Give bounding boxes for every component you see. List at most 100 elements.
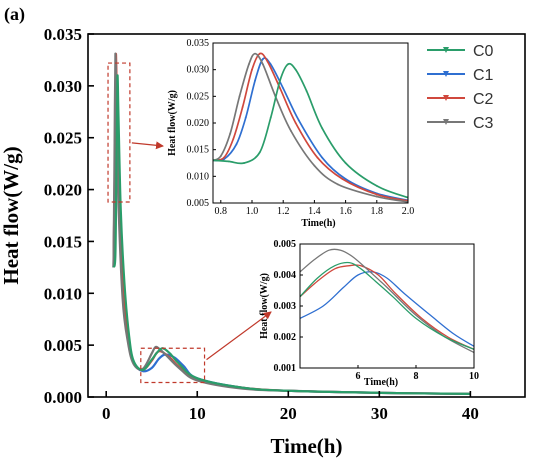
inset1-point-c0-9 [321,127,324,130]
legend-marker-c3 [443,119,449,125]
inset1-background [213,43,408,203]
inset1-y-tick-label-2: 0.015 [187,145,210,156]
main-frame [87,33,526,398]
main-y-tick-label-3: 0.015 [44,232,82,251]
legend-marker-c1 [443,71,449,77]
inset1-point-c1-4 [254,79,257,82]
legend-label-c1: C1 [473,67,494,84]
inset-peak-2-plot: 6 8 10 0.001 0.002 0.003 0.004 0.005 Time(h) Heat… [259,239,479,388]
main-x-tick-label-4: 40 [462,404,479,423]
inset1-point-c0-8 [305,90,308,92]
panel-label: (a) [4,4,25,25]
inset1-point-c3-4 [247,63,250,66]
inset1-x-tick-label-0: 0.8 [215,206,228,217]
inset2-x-axis-title: Time(h) [364,377,398,388]
inset1-point-c1-5 [262,58,264,60]
inset1-y-tick-label-1: 0.010 [187,171,210,182]
zoom-box-peak-2 [140,347,206,384]
inset1-point-c3-1 [219,155,222,157]
zoom-callouts [107,62,272,384]
inset1-point-c3-2 [229,132,232,135]
inset1-point-c3-9 [313,164,316,167]
inset1-point-c0-5 [279,79,281,82]
main-y-tick-label-6: 0.030 [44,77,82,96]
inset1-series-group [213,52,408,203]
inset1-point-c1-10 [344,178,347,180]
inset1-point-c3-6 [262,63,264,66]
inset1-y-tick-label-6: 0.035 [187,38,210,49]
inset1-point-c0-4 [269,116,272,119]
main-x-axis-title: Time(h) [271,434,343,458]
inset1-y-tick-label-5: 0.030 [187,65,210,76]
inset2-line-c1 [300,271,474,347]
inset1-point-c1-8 [297,119,300,122]
inset1-point-c1-7 [282,87,285,90]
inset1-point-c2-8 [294,122,297,124]
inset1-point-c2-11 [375,193,378,196]
inset1-point-c0-6 [286,63,289,66]
inset1-point-c2-2 [232,138,235,140]
main-y-axis-title: Heat flow(W/g) [0,146,23,284]
inset1-point-c2-1 [223,156,225,159]
inset1-point-c0-1 [227,160,230,163]
legend-marker-c0 [443,47,449,53]
main-x-tick-label-0: 0 [102,404,111,423]
main-x-tick-label-2: 20 [280,404,297,423]
main-x-tick-label-1: 10 [189,404,206,423]
inset1-point-c3-3 [238,95,241,98]
inset2-x-tick-label-1: 8 [414,371,419,382]
inset1-point-c2-4 [251,68,253,71]
inset1-y-tick-label-3: 0.020 [187,118,210,129]
main-y-tick-label-1: 0.005 [44,336,82,355]
main-y-tick-label-2: 0.010 [44,284,82,303]
inset2-y-tick-label-0: 0.001 [274,363,297,374]
inset1-point-c3-5 [254,52,257,55]
inset2-line-c0 [300,261,474,350]
legend-label-c0: C0 [473,43,494,60]
inset1-x-tick-label-2: 1.2 [277,206,290,217]
inset1-point-c3-11 [375,195,378,198]
inset1-x-tick-label-1: 1.0 [246,206,259,217]
inset1-point-c1-9 [321,156,324,159]
inset1-point-c0-11 [375,185,378,187]
inset1-point-c2-5 [258,52,261,55]
inset1-point-c2-10 [341,178,344,180]
inset2-line-c3 [300,248,474,354]
zoom-arrow-peak-1 [131,141,164,150]
inset2-background [300,244,474,368]
inset1-point-c0-2 [243,162,246,164]
inset2-y-tick-label-4: 0.005 [274,239,297,250]
inset2-y-tick-label-1: 0.002 [274,332,297,343]
inset-peak-1-plot: 0.8 1.0 1.2 1.4 1.6 1.8 2.0 0.005 0.010 0.015 0.02… [167,38,414,229]
inset2-line-c2 [300,264,474,350]
main-y-tick-label-5: 0.025 [44,129,82,148]
inset1-x-tick-label-3: 1.4 [308,206,321,217]
inset1-point-c3-8 [290,130,292,132]
main-y-tick-label-0: 0.000 [44,388,82,407]
inset2-y-tick-label-3: 0.004 [274,270,297,281]
main-series-group [112,52,471,395]
inset1-point-c2-9 [316,156,319,159]
zoom-box-peak-1 [107,62,131,203]
inset1-point-c0-10 [344,162,347,164]
main-plot: 0 10 20 30 400.0000.0050.0100.0150.0200.0250… [0,25,526,458]
inset1-point-c3-10 [336,183,339,186]
main-y-tick-label-7: 0.035 [44,25,82,44]
main-y-tick-label-4: 0.020 [44,181,82,200]
legend-marker-c2 [443,95,449,101]
inset1-x-tick-label-4: 1.6 [339,206,352,217]
inset2-y-tick-label-2: 0.003 [274,301,297,312]
inset1-point-c2-3 [241,106,244,108]
inset1-point-c1-2 [235,143,238,146]
inset2-series-group [300,248,474,354]
inset1-x-tick-label-6: 2.0 [402,206,415,217]
inset2-y-axis-title: Heat flow(W/g) [259,273,270,339]
legend-label-c2: C2 [473,91,494,108]
inset1-y-axis-title: Heat flow(W/g) [167,90,178,156]
inset1-point-c1-6 [269,63,272,66]
inset1-x-axis-title: Time(h) [301,218,335,229]
inset2-x-tick-label-0: 6 [356,371,361,382]
inset1-point-c2-7 [279,87,281,90]
main-line-c0 [112,74,471,395]
